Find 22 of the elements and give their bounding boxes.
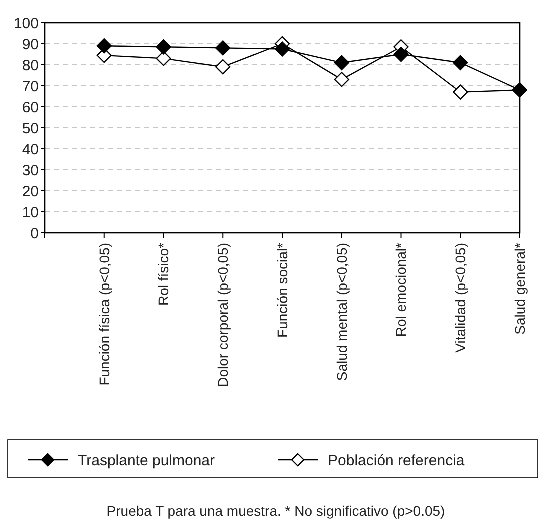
legend-label: Población referencia: [328, 452, 466, 470]
x-tick-label: Función social*: [274, 242, 290, 338]
x-tick-label: Rol físico*: [156, 242, 172, 306]
y-tick-label: 20: [22, 183, 39, 200]
x-tick-label: Dolor corporal (p<0,05): [215, 243, 232, 388]
y-tick-label: 70: [22, 78, 39, 96]
y-tick-label: 50: [22, 120, 39, 138]
y-tick-label: 90: [22, 36, 39, 54]
legend-label: Trasplante pulmonar: [78, 452, 216, 470]
y-tick-label: 40: [22, 141, 39, 158]
text: Prueba T para una muestra. * No significativo (p>0.05): [106, 503, 446, 519]
y-tick-label: 80: [22, 57, 39, 74]
y-tick-label: 100: [14, 15, 39, 32]
y-tick-label: 30: [22, 162, 39, 180]
y-tick-label: 10: [22, 204, 39, 222]
x-tick-label: Función física (p<0,05): [96, 243, 112, 386]
x-tick-label: Salud mental (p<0,05): [334, 243, 350, 382]
y-tick-label: 60: [22, 99, 39, 116]
x-tick-label: Vitalidad (p<0,05): [452, 243, 469, 353]
y-tick-label: 0: [30, 225, 39, 242]
x-tick-label: Rol emocional*: [393, 242, 410, 338]
x-tick-label: Salud general*: [512, 242, 528, 335]
